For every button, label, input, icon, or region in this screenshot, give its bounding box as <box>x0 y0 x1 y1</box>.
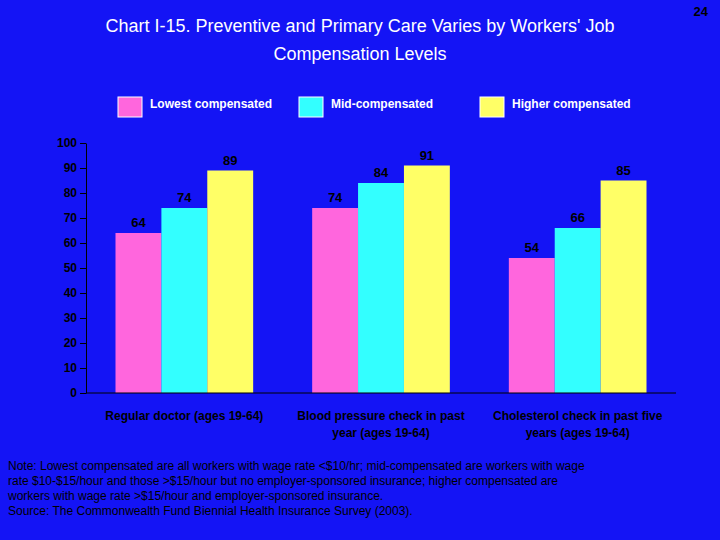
legend: Lowest compensated Mid-compensated Higher … <box>118 97 631 117</box>
source: Source: The Commonwealth Fund Biennial H… <box>8 504 413 518</box>
bar <box>601 181 647 394</box>
tick-label: 90 <box>64 161 78 175</box>
bar <box>555 228 601 393</box>
text-line: Mid-compensated <box>331 97 433 111</box>
bars <box>116 166 647 394</box>
text-line: Note: Lowest compensated are all workers… <box>8 459 585 473</box>
data-label: 54 <box>525 240 540 255</box>
data-label: 66 <box>570 210 584 225</box>
data-label: 74 <box>328 190 343 205</box>
tick-label: 60 <box>64 236 78 250</box>
x-axis-line <box>86 393 676 394</box>
data-label: 84 <box>374 165 389 180</box>
text-line: year (ages 19-64) <box>332 426 429 440</box>
category-label: Cholesterol check in past five years (age… <box>493 409 663 440</box>
legend-label: Higher compensated <box>512 97 631 111</box>
tick: 90 <box>64 161 86 175</box>
text-line: Compensation Levels <box>273 44 446 64</box>
text-line: rate $10-$15/hour and those >$15/hour bu… <box>8 474 558 488</box>
tick-label: 50 <box>64 261 78 275</box>
legend-swatch <box>480 97 504 117</box>
text-line: workers with wage rate >$15/hour and emp… <box>7 489 383 503</box>
tick: 80 <box>64 186 86 200</box>
tick-label: 20 <box>64 336 78 350</box>
tick: 70 <box>64 211 86 225</box>
data-label: 74 <box>177 190 192 205</box>
x-axis: Regular doctor (ages 19-64) Blood pressur… <box>105 409 662 440</box>
bar <box>404 166 450 394</box>
category-label: Regular doctor (ages 19-64) <box>105 409 263 423</box>
data-label: 91 <box>420 148 434 163</box>
bar <box>161 208 207 393</box>
legend-swatch <box>118 97 142 117</box>
text-line: Lowest compensated <box>150 97 272 111</box>
tick: 60 <box>64 236 86 250</box>
tick: 50 <box>64 261 86 275</box>
tick-mark <box>80 193 86 194</box>
legend-swatch <box>299 97 323 117</box>
tick-mark <box>80 368 86 369</box>
tick-label: 100 <box>57 136 77 150</box>
title: Chart I-15. Preventive and Primary Care … <box>106 16 615 64</box>
tick: 10 <box>64 361 86 375</box>
tick-mark <box>80 218 86 219</box>
tick-label: 10 <box>64 361 78 375</box>
background <box>0 0 720 540</box>
text-line: Regular doctor (ages 19-64) <box>105 409 263 423</box>
note: Note: Lowest compensated are all workers… <box>7 459 585 503</box>
data-label: 85 <box>616 163 630 178</box>
tick-mark <box>80 293 86 294</box>
chart: Chart I-15. Preventive and Primary Care … <box>0 0 720 540</box>
category-label: Blood pressure check in past year (ages 1… <box>297 409 464 440</box>
tick-label: 30 <box>64 311 78 325</box>
axis-line <box>86 144 87 394</box>
data-label: 89 <box>223 153 237 168</box>
bar <box>207 171 253 394</box>
tick-mark <box>80 268 86 269</box>
tick-mark <box>80 243 86 244</box>
data-label: 64 <box>131 215 146 230</box>
tick-label: 0 <box>70 386 77 400</box>
tick: 0 <box>70 386 86 400</box>
tick-label: 70 <box>64 211 78 225</box>
tick-mark <box>80 143 86 144</box>
y-axis: 0 10 20 30 40 50 60 70 80 90 100 <box>57 136 87 400</box>
tick: 20 <box>64 336 86 350</box>
tick: 100 <box>57 136 86 150</box>
tick-label: 40 <box>64 286 78 300</box>
tick-mark <box>80 393 86 394</box>
legend-label: Lowest compensated <box>150 97 272 111</box>
text-line: years (ages 19-64) <box>526 426 630 440</box>
text-line: Chart I-15. Preventive and Primary Care … <box>106 16 615 36</box>
tick-mark <box>80 168 86 169</box>
tick-mark <box>80 343 86 344</box>
bar <box>358 183 404 393</box>
tick-label: 80 <box>64 186 78 200</box>
text-line: Higher compensated <box>512 97 631 111</box>
data-labels: 64 74 54 74 84 66 89 91 85 <box>131 148 631 256</box>
legend-label: Mid-compensated <box>331 97 433 111</box>
bar <box>509 258 555 393</box>
tick-mark <box>80 318 86 319</box>
tick: 40 <box>64 286 86 300</box>
bar <box>312 208 358 393</box>
bar <box>116 233 162 393</box>
tick: 30 <box>64 311 86 325</box>
page-number: 24 <box>694 4 709 19</box>
text-line: Blood pressure check in past <box>297 409 464 423</box>
text-line: Cholesterol check in past five <box>493 409 663 423</box>
